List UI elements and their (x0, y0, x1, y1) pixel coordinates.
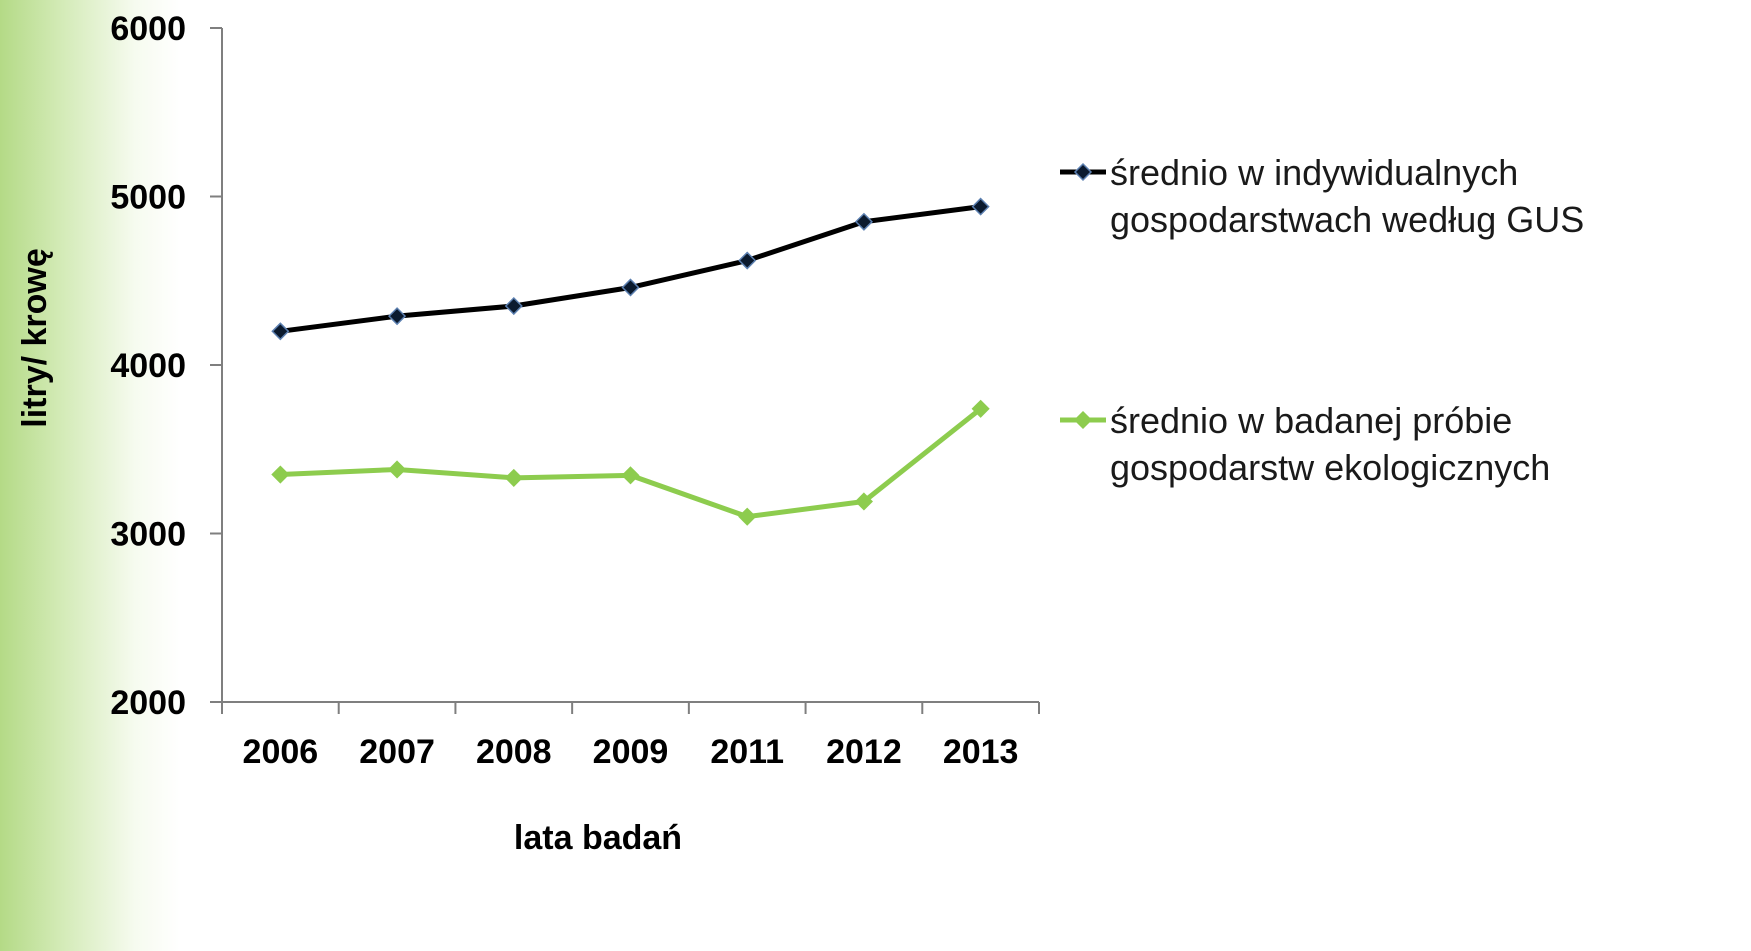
legend-marker-2 (1073, 410, 1093, 430)
series-line-2 (280, 406, 983, 520)
legend-marker-1 (1073, 162, 1093, 182)
x-axis-title: lata badań (514, 819, 682, 857)
x-tick-labels: 2006 2007 2008 2009 2011 2012 2013 (243, 733, 1019, 771)
data-point (738, 251, 757, 270)
legend-label: średnio w badanej próbie (1110, 400, 1512, 441)
data-point (854, 212, 873, 231)
y-tick-label: 6000 (110, 10, 186, 48)
data-point (621, 466, 640, 485)
legend-label: gospodarstw ekologicznych (1110, 447, 1550, 488)
data-point (388, 460, 407, 479)
data-point (854, 492, 873, 511)
x-tick-label: 2011 (710, 733, 784, 771)
x-tick-label: 2009 (593, 733, 669, 771)
y-tick-labels: 2000 3000 4000 5000 6000 (110, 10, 186, 722)
x-tick-label: 2012 (826, 733, 902, 771)
data-point (504, 468, 523, 487)
data-point (504, 296, 523, 316)
y-tick-label: 4000 (110, 347, 186, 385)
data-point (738, 507, 757, 526)
x-tick-label: 2006 (243, 733, 319, 771)
series-line-1 (280, 204, 981, 334)
data-point (271, 465, 290, 484)
legend-label: średnio w indywidualnych (1110, 152, 1518, 193)
y-tick-label: 5000 (110, 179, 186, 217)
y-tick-label: 2000 (110, 684, 186, 722)
data-point (621, 278, 640, 297)
x-tick-label: 2008 (476, 733, 552, 771)
data-point (271, 322, 290, 341)
data-point (971, 399, 990, 418)
axes (210, 27, 1040, 714)
series-layer (271, 197, 990, 526)
legend: średnio w indywidualnych gospodarstwach w… (1060, 152, 1584, 488)
data-point (388, 307, 407, 326)
y-axis-title: litry/ krowę (16, 248, 54, 428)
x-tick-label: 2013 (943, 733, 1019, 771)
data-point (971, 197, 990, 216)
decorative-green-band (0, 0, 180, 951)
y-tick-label: 3000 (110, 516, 186, 554)
x-tick-label: 2007 (359, 733, 435, 771)
legend-label: gospodarstwach według GUS (1110, 199, 1584, 240)
